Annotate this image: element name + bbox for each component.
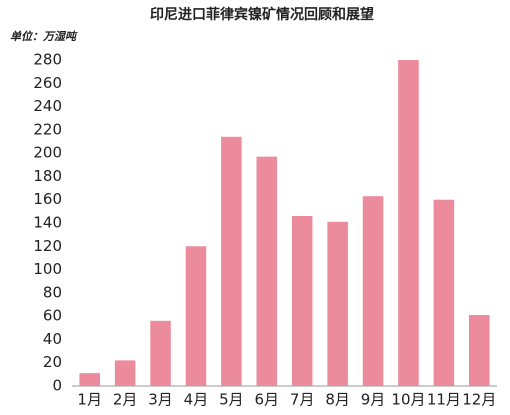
y-tick-label: 160 [33,190,62,208]
bar [469,314,490,386]
x-tick-label: 2月 [113,391,138,409]
unit-label: 单位：万湿吨 [10,30,78,43]
x-tick-label: 5月 [219,391,244,409]
y-tick-label: 220 [33,120,62,138]
bar [256,156,278,386]
x-tick-label: 9月 [361,391,386,409]
chart-title: 印尼进口菲律宾镍矿情况回顾和展望 [150,6,374,23]
y-tick-label: 20 [43,353,62,371]
bar [362,196,384,386]
bar [79,373,100,386]
x-tick-label: 7月 [290,391,315,409]
x-tick-label: 3月 [148,391,173,409]
x-tick-label: 4月 [184,391,209,409]
bar [185,246,207,386]
y-tick-label: 260 [33,74,62,92]
bar [398,60,419,386]
x-tick-label: 12月 [462,391,496,409]
y-tick-label: 60 [43,307,62,325]
y-tick-label: 80 [43,283,62,301]
x-tick-label: 10月 [391,391,425,409]
y-tick-label: 240 [33,97,62,115]
bar [221,136,242,386]
y-tick-label: 200 [33,144,62,162]
y-tick-label: 0 [52,377,62,395]
bar [150,320,171,386]
bar [114,360,136,386]
x-tick-label: 11月 [427,391,461,409]
y-tick-label: 140 [33,214,62,232]
y-tick-label: 120 [33,237,62,255]
bar [433,199,455,386]
x-tick-label: 6月 [255,391,280,409]
x-tick-label: 1月 [77,391,102,409]
y-tick-label: 100 [33,260,62,278]
y-tick-label: 280 [33,51,62,69]
x-tick-label: 8月 [325,391,350,409]
y-tick-label: 180 [33,167,62,185]
bar [327,221,348,386]
y-tick-label: 40 [43,330,62,348]
bar [291,216,313,386]
